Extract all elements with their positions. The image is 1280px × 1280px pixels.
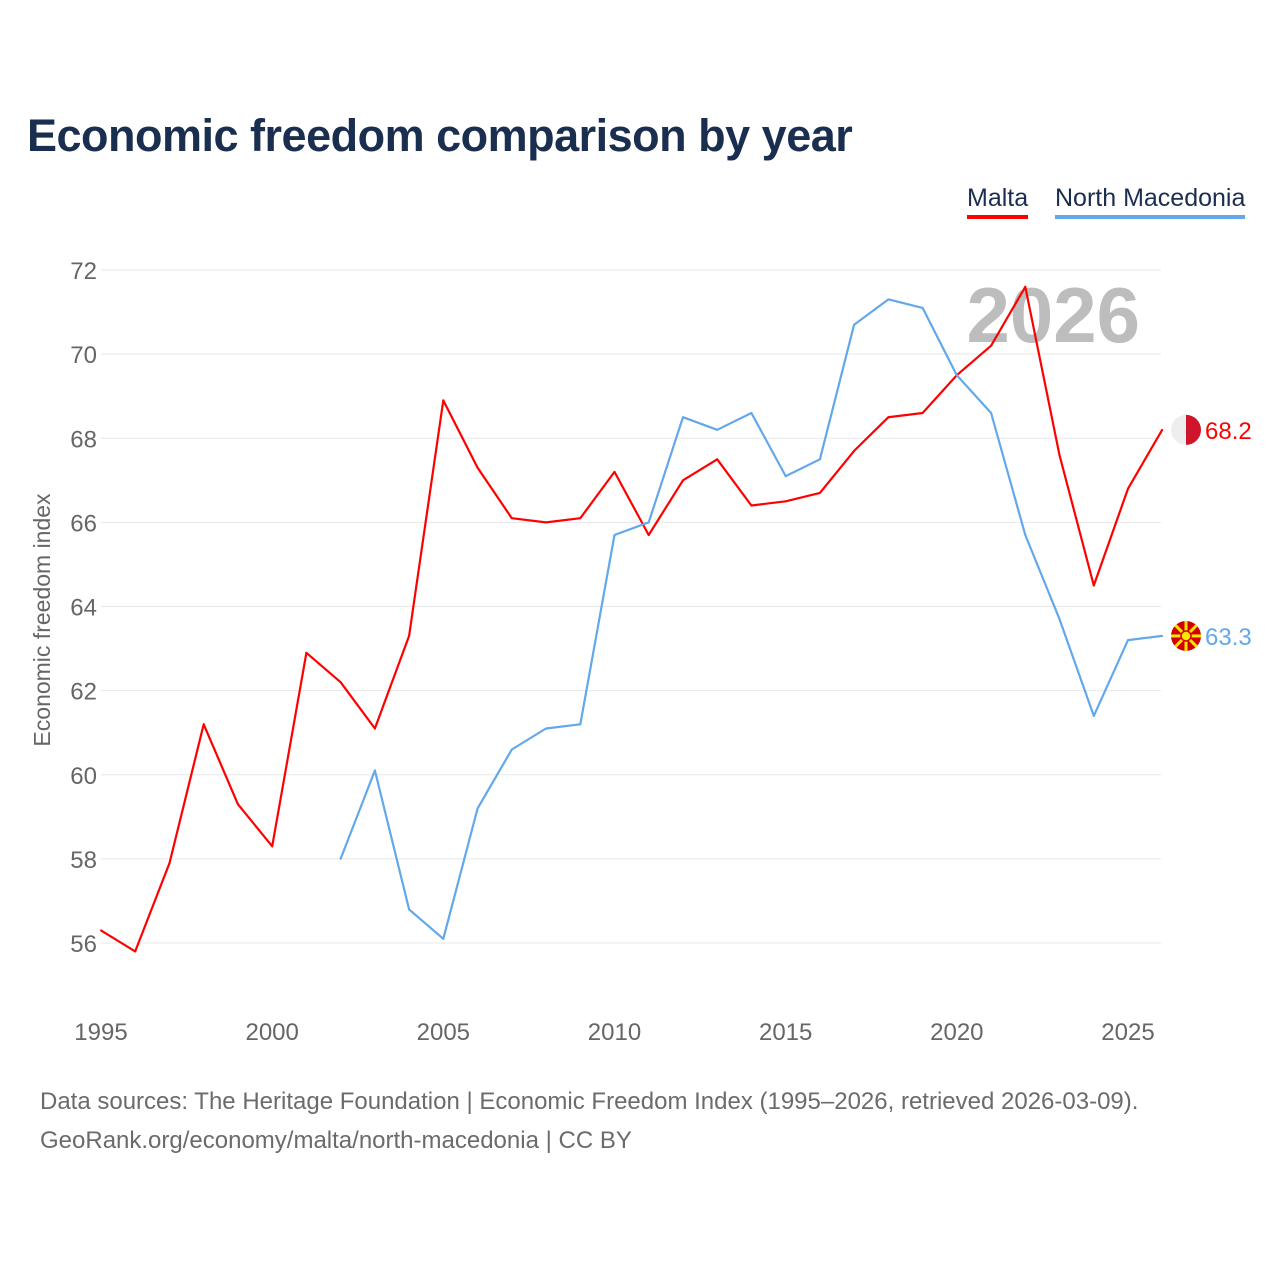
data-point (168, 862, 171, 865)
data-point (647, 521, 650, 524)
data-point (990, 344, 993, 347)
series-line-malta (100, 285, 1164, 953)
data-point (510, 517, 513, 520)
data-point (750, 504, 753, 507)
data-point (305, 651, 308, 654)
series-line-north-macedonia (339, 298, 1163, 940)
legend-malta[interactable]: Malta (967, 184, 1029, 219)
data-point (784, 475, 787, 478)
data-point (476, 466, 479, 469)
x-tick-label: 2000 (245, 1019, 298, 1046)
data-point (613, 533, 616, 536)
y-tick-label: 60 (70, 763, 97, 790)
data-point (271, 845, 274, 848)
x-tick-label: 2020 (930, 1019, 983, 1046)
data-point (613, 470, 616, 473)
flag-sun (1180, 630, 1192, 642)
data-point (339, 681, 342, 684)
data-point (1161, 428, 1164, 431)
data-point (1024, 533, 1027, 536)
data-point (887, 298, 890, 301)
data-point (408, 634, 411, 637)
y-tick-label: 58 (70, 847, 97, 874)
legend-north-macedonia[interactable]: North Macedonia (1055, 184, 1246, 219)
data-point (887, 416, 890, 419)
data-point (1127, 487, 1129, 490)
data-point (921, 412, 924, 415)
year-watermark: 2026 (966, 271, 1140, 359)
data-point (750, 412, 753, 415)
y-tick-label: 64 (70, 595, 97, 622)
data-point (853, 323, 856, 326)
data-point (716, 428, 719, 431)
data-point (339, 857, 342, 860)
y-axis-label: Economic freedom index (29, 493, 55, 747)
data-point (1058, 618, 1061, 621)
data-point (1161, 634, 1164, 637)
chart-title: Economic freedom comparison by year (27, 110, 853, 161)
end-value-label: 63.3 (1205, 624, 1252, 651)
data-point (134, 950, 137, 953)
y-tick-label: 62 (70, 679, 97, 706)
data-point (1092, 584, 1095, 587)
data-point (921, 306, 924, 309)
data-point (545, 727, 548, 730)
x-tick-label: 2010 (588, 1019, 641, 1046)
data-point (100, 929, 102, 932)
credit-link[interactable]: GeoRank.org/economy/malta/north-macedoni… (40, 1127, 632, 1154)
data-point (716, 458, 719, 461)
x-tick-label: 1995 (74, 1019, 127, 1046)
data-point (442, 937, 445, 940)
data-point (373, 769, 376, 772)
data-point (579, 723, 582, 726)
data-point (853, 449, 856, 452)
source-note: Data sources: The Heritage Foundation | … (40, 1088, 1139, 1115)
data-point (784, 500, 787, 503)
y-tick-label: 56 (70, 931, 97, 958)
y-tick-label: 66 (70, 510, 97, 537)
data-point (202, 723, 205, 726)
malta-flag-red-half (1186, 414, 1202, 445)
x-tick-label: 2025 (1101, 1019, 1154, 1046)
data-point (442, 399, 445, 402)
x-tick-label: 2005 (417, 1019, 470, 1046)
data-point (818, 458, 821, 461)
data-point (408, 908, 411, 911)
end-value-label: 68.2 (1205, 418, 1252, 445)
y-tick-label: 72 (70, 258, 97, 285)
y-tick-label: 68 (70, 426, 97, 453)
x-tick-label: 2015 (759, 1019, 812, 1046)
data-point (955, 374, 958, 377)
y-tick-label: 70 (70, 342, 97, 369)
data-point (990, 412, 993, 415)
data-point (1127, 639, 1129, 642)
data-point (545, 521, 548, 524)
data-point (236, 803, 239, 806)
data-point (681, 479, 684, 482)
data-point (579, 517, 582, 520)
data-point (681, 416, 684, 419)
data-point (1092, 714, 1095, 717)
data-point (647, 533, 650, 536)
data-point (373, 727, 376, 730)
data-point (476, 807, 479, 810)
data-point (1058, 454, 1061, 457)
data-point (818, 491, 821, 494)
data-point (1024, 285, 1027, 288)
data-point (510, 748, 513, 751)
